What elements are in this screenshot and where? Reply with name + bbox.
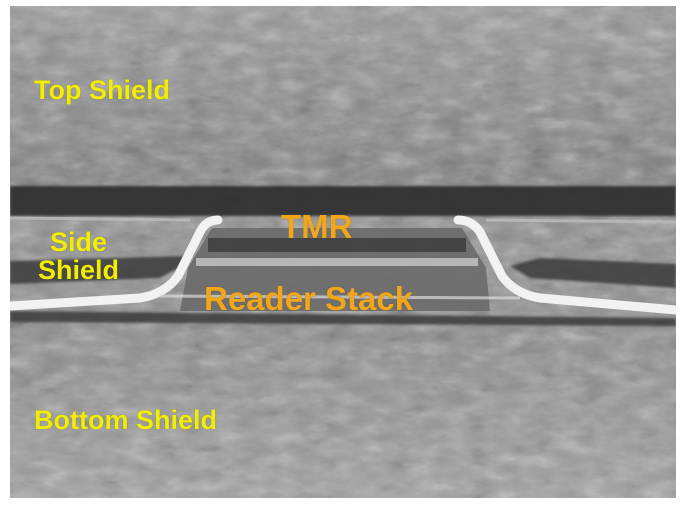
micrograph-svg — [10, 6, 676, 498]
dark-insulating-layer — [10, 186, 676, 216]
stack-base-band — [10, 311, 676, 326]
tmr-layer-light — [196, 258, 478, 266]
label-reader-stack: Reader Stack — [204, 280, 414, 317]
label-side-shield: Side Shield — [38, 228, 119, 285]
label-bottom-shield: Bottom Shield — [34, 405, 217, 435]
left-dark-band — [10, 256, 185, 284]
label-tmr: TMR — [281, 208, 353, 245]
left-white-line — [10, 215, 223, 311]
tmr-layer-dark — [208, 238, 466, 252]
right-dark-band — [510, 258, 676, 288]
label-top-shield: Top Shield — [34, 75, 170, 105]
tem-micrograph: Top Shield Side Shield TMR Reader Stack … — [10, 6, 676, 498]
right-thin-line — [485, 218, 676, 224]
stack-white-base — [159, 294, 521, 300]
label-side-shield-line2: Shield — [38, 255, 120, 286]
right-white-line — [453, 215, 676, 315]
label-side-shield-line1: Side — [49, 227, 108, 257]
left-thin-line — [10, 216, 191, 222]
